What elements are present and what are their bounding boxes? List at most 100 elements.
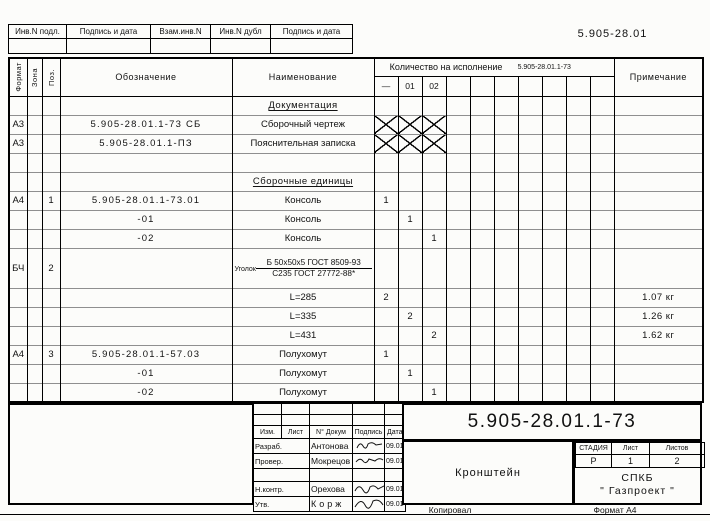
qty-col-empty	[589, 75, 615, 97]
cell-qty-empty	[541, 325, 567, 345]
cell-qty-empty	[469, 344, 495, 364]
cell-zone	[26, 325, 43, 345]
top-strip-empty-row	[8, 38, 353, 54]
cell-name	[231, 152, 375, 172]
cell-pos: 3	[41, 344, 61, 364]
cell-qty-01	[397, 382, 423, 402]
cell-qty-empty	[493, 325, 519, 345]
signature-icon	[354, 442, 384, 453]
cell-qty-empty	[517, 133, 543, 153]
cell-note	[613, 114, 704, 134]
cell-note	[613, 382, 704, 402]
cell-qty-empty	[565, 95, 591, 115]
staff-row: Разраб. Антонова 09.01	[253, 438, 406, 454]
cell-note	[613, 133, 704, 153]
top-strip-empty-cell	[210, 38, 271, 54]
cell-pos	[41, 306, 61, 326]
cell-qty-empty	[589, 114, 615, 134]
cell-zone	[26, 152, 43, 172]
stage-grid: СТАДИЯ Лист Листов Р 1 2	[575, 442, 705, 468]
cell-angle-spec: Уголок Б 50x50x5 ГОСТ 8509-93 С235 ГОСТ 27…	[231, 247, 375, 288]
staff-signature-cell	[352, 481, 385, 497]
quantity-doc-number: 5.905-28.01.1-73	[517, 63, 571, 71]
spec-row: -01 Полухомут 1	[8, 363, 704, 383]
cell-qty-empty	[469, 152, 495, 172]
cell-qty-01	[397, 287, 423, 307]
cell-qty-01: 1	[397, 209, 423, 229]
cell-qty-empty	[517, 228, 543, 248]
format-label: Формат А4	[593, 505, 637, 515]
staff-signature-cell	[352, 438, 385, 454]
staff-name: Орехова	[309, 481, 353, 497]
stage-header-listov: Листов	[649, 442, 705, 455]
cell-qty-02	[421, 133, 447, 153]
cell-note	[613, 152, 704, 172]
top-strip-empty-cell	[66, 38, 151, 54]
cell-qty-empty	[493, 152, 519, 172]
spec-row: Сборочные единицы	[8, 171, 704, 191]
col-header-designation: Обозначение	[59, 57, 233, 97]
cell-name: Полухомут	[231, 363, 375, 383]
staff-role	[253, 468, 310, 482]
cell-name: Полухомут	[231, 382, 375, 402]
cell-qty-empty	[469, 209, 495, 229]
cell-qty-02	[421, 152, 447, 172]
cell-format	[8, 95, 28, 115]
cell-qty-empty	[517, 247, 543, 288]
cell-qty-empty	[469, 382, 495, 402]
cell-qty-empty	[565, 247, 591, 288]
stage-header-list: Лист	[611, 442, 650, 455]
cell-qty-empty	[541, 190, 567, 210]
stage-value: 1	[611, 454, 650, 468]
cell-qty-empty	[589, 306, 615, 326]
cell-qty-empty	[517, 95, 543, 115]
spec-row: А4 1 5.905-28.01.1-73.01 Консоль 1	[8, 190, 704, 210]
cell-qty-empty	[565, 133, 591, 153]
cell-format	[8, 171, 28, 191]
cell-qty-empty	[589, 133, 615, 153]
cell-note	[613, 171, 704, 191]
cell-qty-empty	[565, 363, 591, 383]
cell-name: Пояснительная записка	[231, 133, 375, 153]
cell-qty-base	[373, 209, 399, 229]
cell-qty-empty	[565, 209, 591, 229]
top-strip-cell: Подпись и дата	[66, 24, 151, 39]
cell-qty-empty	[565, 190, 591, 210]
cell-qty-base	[373, 95, 399, 115]
cell-qty-02	[421, 363, 447, 383]
cell-designation	[59, 287, 233, 307]
cell-note: 1.62 кг	[613, 325, 704, 345]
cell-qty-base: 1	[373, 190, 399, 210]
stage-values-row: Р 1 2	[575, 454, 705, 468]
cell-qty-empty	[445, 228, 471, 248]
cell-qty-empty	[445, 190, 471, 210]
staff-name: Антонова	[309, 438, 353, 454]
staff-name: Корж	[309, 496, 353, 512]
cell-pos	[41, 114, 61, 134]
cell-format: А3	[8, 133, 28, 153]
title-block-stage: СТАДИЯ Лист Листов Р 1 2 СПКБ " Газпроек…	[573, 440, 705, 505]
cell-format	[8, 209, 28, 229]
cell-qty-empty	[517, 114, 543, 134]
staff-role: Провер.	[253, 453, 310, 469]
cell-qty-empty	[469, 306, 495, 326]
cell-designation: 5.905-28.01.1-57.03	[59, 344, 233, 364]
cell-qty-empty	[589, 287, 615, 307]
title-block-item-name: Кронштейн	[402, 440, 574, 505]
cell-qty-empty	[445, 363, 471, 383]
spec-row	[8, 152, 704, 172]
cell-qty-02	[421, 287, 447, 307]
cell-zone	[26, 228, 43, 248]
cell-qty-02	[421, 171, 447, 191]
cell-qty-base: 2	[373, 287, 399, 307]
cell-qty-base	[373, 306, 399, 326]
copied-label: Копировал	[428, 505, 472, 515]
cell-format	[8, 382, 28, 402]
cell-note	[613, 190, 704, 210]
cell-qty-01	[397, 344, 423, 364]
staff-signature-cell	[352, 468, 385, 482]
cell-qty-empty	[445, 287, 471, 307]
cell-qty-02	[421, 114, 447, 134]
cell-designation: -01	[59, 363, 233, 383]
cell-qty-empty	[469, 190, 495, 210]
